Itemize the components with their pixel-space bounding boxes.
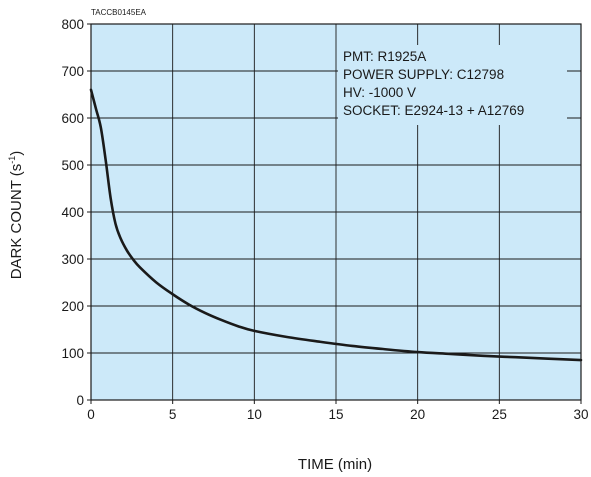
annotation-line-2: POWER SUPPLY: C12798 (343, 67, 504, 82)
y-tick-label-300: 300 (61, 252, 84, 267)
y-tick-label-500: 500 (61, 158, 84, 173)
x-tick-label-5: 5 (169, 407, 177, 422)
x-tick-label-20: 20 (410, 407, 425, 422)
series-layer (89, 88, 583, 362)
x-tick-label-15: 15 (328, 407, 343, 422)
x-tick-label-30: 30 (573, 407, 588, 422)
annotation-background (338, 45, 567, 125)
annotation-box: PMT: R1925A POWER SUPPLY: C12798 HV: -1000… (338, 45, 567, 125)
figure-code: TACCB0145EA (91, 8, 147, 17)
y-tick-label-700: 700 (61, 64, 84, 79)
y-tick-label-600: 600 (61, 111, 84, 126)
y-axis-title: DARK COUNT (s-1) (7, 151, 25, 280)
annotation-line-1: PMT: R1925A (343, 49, 426, 64)
x-tick-label-0: 0 (87, 407, 95, 422)
x-axis-ticks: 0 5 10 15 20 25 30 (87, 400, 589, 422)
y-axis-ticks: 0 100 200 300 400 500 600 700 800 (61, 17, 91, 408)
y-axis-title-end: ) (8, 151, 25, 156)
y-tick-label-400: 400 (61, 205, 84, 220)
y-axis-title-main: DARK COUNT (s (8, 164, 25, 280)
annotation-line-3: HV: -1000 V (343, 85, 416, 100)
series-line-1 (89, 88, 583, 362)
x-tick-label-10: 10 (247, 407, 262, 422)
x-tick-label-25: 25 (492, 407, 507, 422)
x-axis-title: TIME (min) (298, 456, 372, 473)
y-tick-label-100: 100 (61, 346, 84, 361)
y-tick-label-0: 0 (76, 393, 84, 408)
y-tick-label-200: 200 (61, 299, 84, 314)
annotation-line-4: SOCKET: E2924-13 + A12769 (343, 103, 524, 118)
y-axis-title-superscript: -1 (7, 156, 17, 164)
y-tick-label-800: 800 (61, 17, 84, 32)
